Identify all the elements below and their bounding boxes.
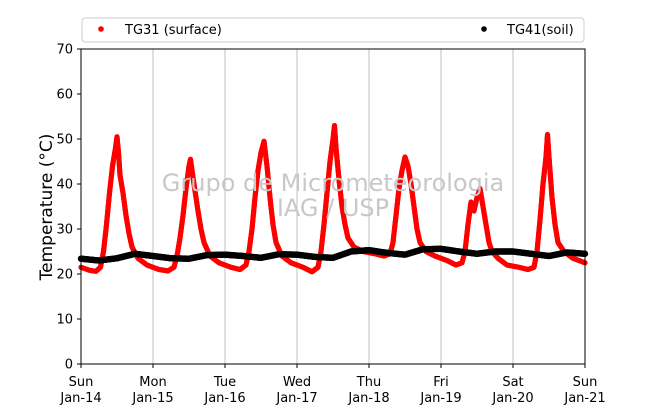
y-tick-label: 20 xyxy=(56,268,73,283)
x-tick-label-date: Jan-18 xyxy=(347,391,389,406)
x-tick-label-day: Thu xyxy=(356,375,381,390)
x-tick-label-date: Jan-17 xyxy=(275,391,317,406)
y-tick-label: 60 xyxy=(56,88,73,103)
x-tick-label-day: Sun xyxy=(573,375,598,390)
x-tick-label-date: Jan-20 xyxy=(491,391,533,406)
x-tick-label-date: Jan-15 xyxy=(131,391,173,406)
series-tg31 xyxy=(78,122,588,275)
y-tick-label: 0 xyxy=(65,358,73,373)
legend: TG31 (surface) TG41(soil) xyxy=(81,17,585,43)
x-tick-label-day: Sun xyxy=(69,375,94,390)
legend-marker-tg41 xyxy=(481,26,487,32)
watermark-line-2: IAG / USP xyxy=(277,194,389,222)
data-points xyxy=(77,122,589,275)
x-tick-label-day: Mon xyxy=(139,375,166,390)
y-tick-label: 40 xyxy=(56,178,73,193)
y-tick-label: 10 xyxy=(56,313,73,328)
x-tick-label-date: Jan-19 xyxy=(419,391,461,406)
legend-box xyxy=(81,17,585,43)
y-tick-label: 70 xyxy=(56,43,73,58)
x-tick-label-date: Jan-21 xyxy=(563,391,605,406)
x-tick-label-date: Jan-16 xyxy=(203,391,245,406)
y-tick-label: 50 xyxy=(56,133,73,148)
series-tg41 xyxy=(77,245,589,264)
y-axis-label: Temperature (°C) xyxy=(37,134,57,282)
watermark: Grupo de Micrometeorologia IAG / USP xyxy=(162,169,504,222)
y-axis: 0 10 20 30 40 50 60 70 xyxy=(56,43,81,373)
x-axis: SunJan-14MonJan-15TueJan-16WedJan-17ThuJ… xyxy=(59,364,606,406)
x-tick-label-day: Wed xyxy=(283,375,311,390)
y-tick-label: 30 xyxy=(56,223,73,238)
x-tick-label-day: Fri xyxy=(433,375,449,390)
grid xyxy=(152,49,514,364)
legend-label-tg41: TG41(soil) xyxy=(506,23,574,38)
x-tick-label-day: Tue xyxy=(213,375,236,390)
x-tick-label-date: Jan-14 xyxy=(59,391,101,406)
x-tick-label-day: Sat xyxy=(502,375,523,390)
legend-marker-tg31 xyxy=(98,26,104,32)
watermark-line-1: Grupo de Micrometeorologia xyxy=(162,169,504,197)
legend-label-tg31: TG31 (surface) xyxy=(124,23,222,38)
plot-frame xyxy=(80,48,586,365)
